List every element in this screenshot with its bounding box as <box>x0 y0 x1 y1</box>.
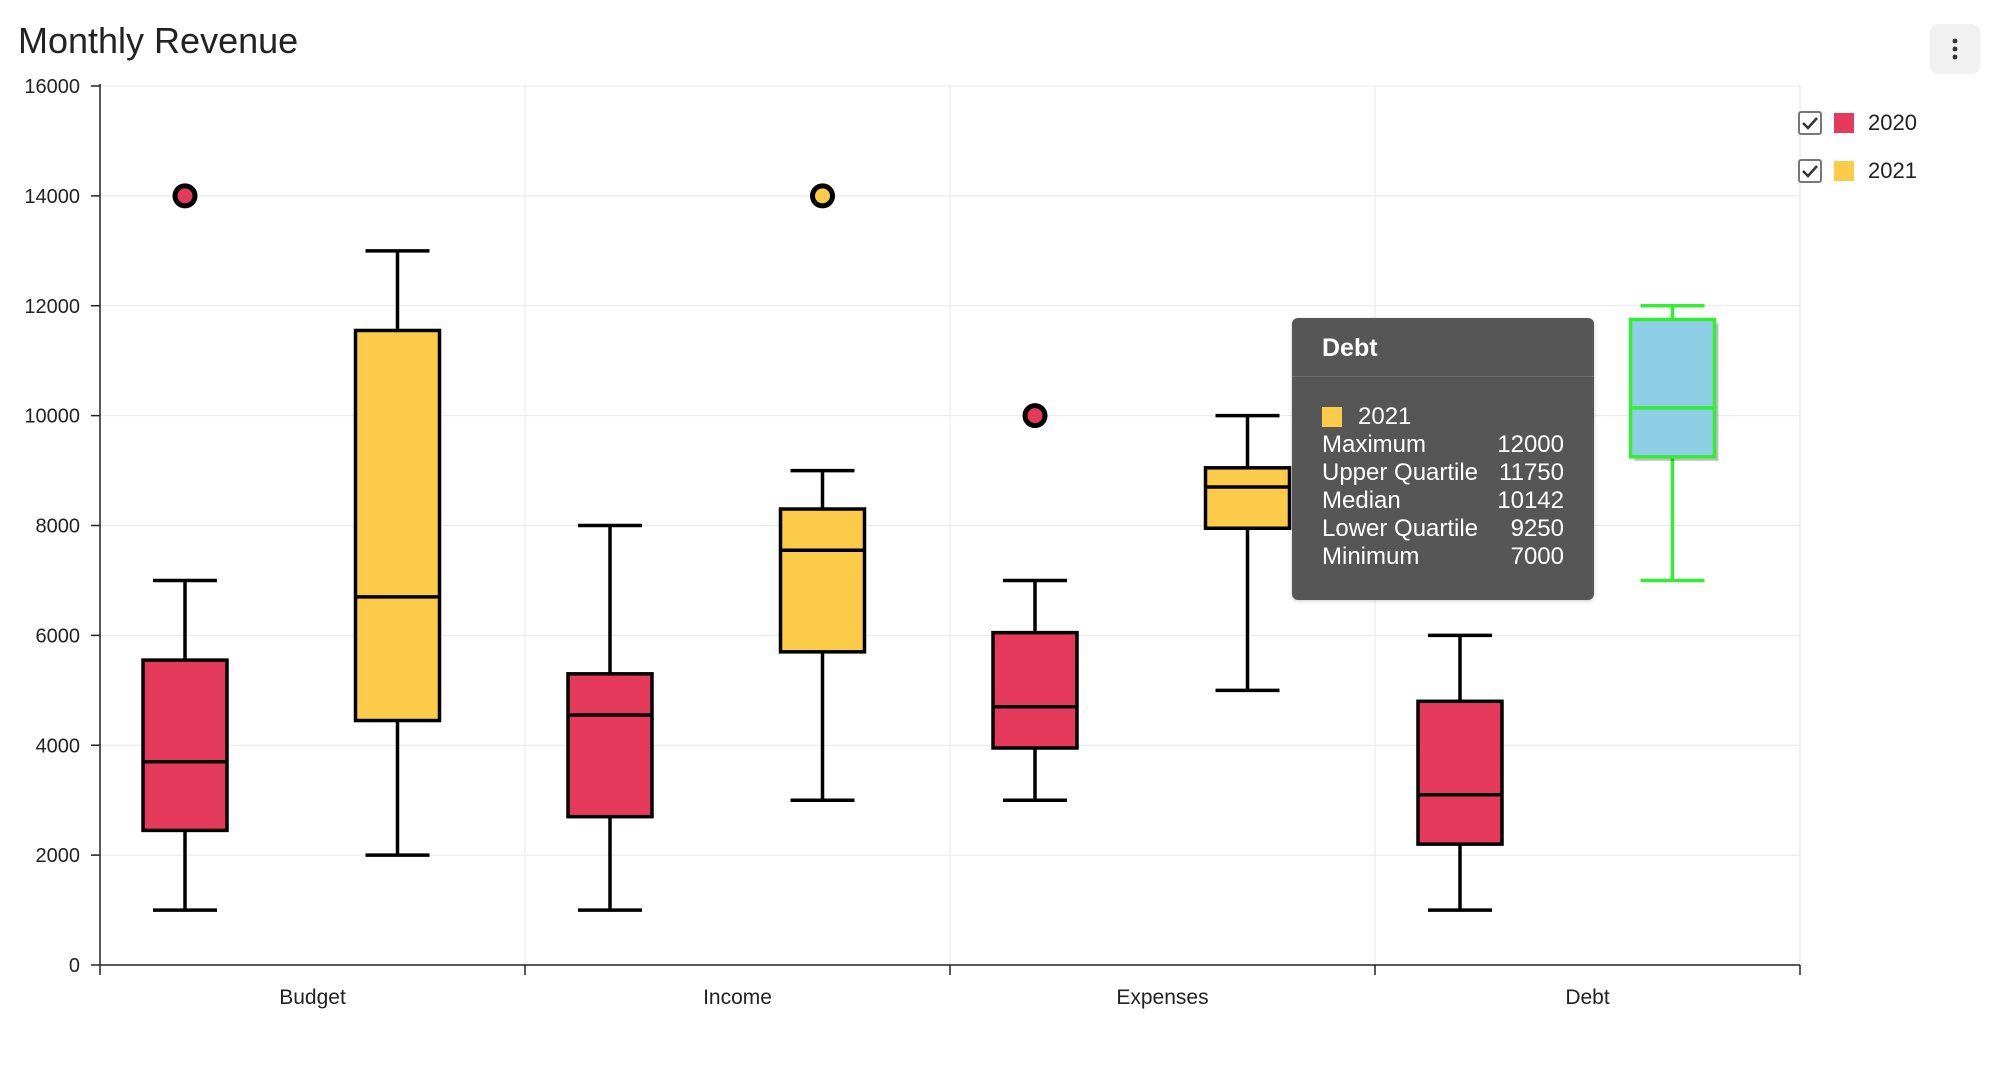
legend-label-2020: 2020 <box>1868 110 1917 135</box>
check-icon <box>1802 165 1818 178</box>
tooltip-divider <box>1292 376 1594 377</box>
box-2020-debt <box>1416 699 1504 846</box>
tooltip-row: Maximum 12000 <box>1292 431 1594 459</box>
y-tick-label: 6000 <box>36 625 81 647</box>
y-tick-label: 12000 <box>24 296 80 318</box>
outlier-point <box>810 183 835 209</box>
legend-item-2020[interactable]: 2020 <box>1798 108 1917 138</box>
y-tick-label: 2000 <box>36 845 81 867</box>
tooltip-row-value: 12000 <box>1497 431 1564 458</box>
tooltip-row-value: 11750 <box>1499 459 1564 486</box>
y-tick-label: 10000 <box>24 406 80 428</box>
box-2020-income <box>566 672 654 819</box>
x-tick-label: Budget <box>279 986 346 1009</box>
checkbox-2021[interactable] <box>1798 159 1822 183</box>
tooltip-row-label: Median <box>1322 487 1401 514</box>
tooltip-title: Debt <box>1322 334 1378 362</box>
tooltip-rows: Maximum 12000 Upper Quartile 11750 Median 101… <box>1292 431 1594 571</box>
y-tick-label: 8000 <box>36 516 81 538</box>
box-2021-expenses <box>1203 466 1292 530</box>
tooltip-row: Upper Quartile 11750 <box>1292 459 1594 487</box>
x-tick-label: Income <box>703 986 772 1009</box>
legend-swatch-2020 <box>1834 113 1854 133</box>
tooltip-series-swatch <box>1322 407 1342 427</box>
tooltip-row-label: Upper Quartile <box>1322 459 1479 486</box>
box-2020-expenses <box>991 630 1079 750</box>
check-icon <box>1802 117 1818 130</box>
chart-title: Monthly Revenue <box>18 20 299 61</box>
legend-item-2021[interactable]: 2021 <box>1798 156 1917 186</box>
y-tick-label: 14000 <box>24 186 80 208</box>
outlier-point <box>1022 403 1048 429</box>
x-tick-label: Debt <box>1565 986 1610 1009</box>
tooltip-row: Median 10142 <box>1292 487 1594 515</box>
outlier-point <box>172 183 198 209</box>
box-2020-budget <box>141 658 229 833</box>
box-2021-income <box>778 507 867 654</box>
y-tick-label: 16000 <box>24 76 80 98</box>
tooltip: Debt 2021 Maximum 12000 Upper Quartile 1175… <box>1292 318 1594 600</box>
x-tick-label: Expenses <box>1116 986 1208 1009</box>
tooltip-row: Minimum 7000 <box>1292 543 1594 571</box>
box-2021-budget <box>353 328 442 723</box>
legend-label-2021: 2021 <box>1868 158 1917 183</box>
tooltip-row-label: Minimum <box>1322 543 1420 570</box>
tooltip-series: 2021 <box>1292 377 1594 431</box>
tooltip-row-value: 9250 <box>1510 515 1564 542</box>
legend-swatch-2021 <box>1834 161 1854 181</box>
chart-menu-button[interactable] <box>1930 24 1980 74</box>
tooltip-row: Lower Quartile 9250 <box>1292 515 1594 543</box>
y-tick-label: 0 <box>69 955 80 977</box>
vertical-dots-icon <box>1952 38 1958 60</box>
tooltip-series-label: 2021 <box>1358 403 1412 430</box>
checkbox-2020[interactable] <box>1798 111 1822 135</box>
tooltip-row-value: 7000 <box>1510 543 1564 570</box>
tooltip-row-label: Lower Quartile <box>1322 515 1479 542</box>
box-2021-debt <box>1628 317 1717 459</box>
legend: 2020 2021 <box>1798 108 1917 204</box>
tooltip-row-label: Maximum <box>1322 431 1427 458</box>
tooltip-row-value: 10142 <box>1497 487 1564 514</box>
y-tick-label: 4000 <box>36 735 81 757</box>
